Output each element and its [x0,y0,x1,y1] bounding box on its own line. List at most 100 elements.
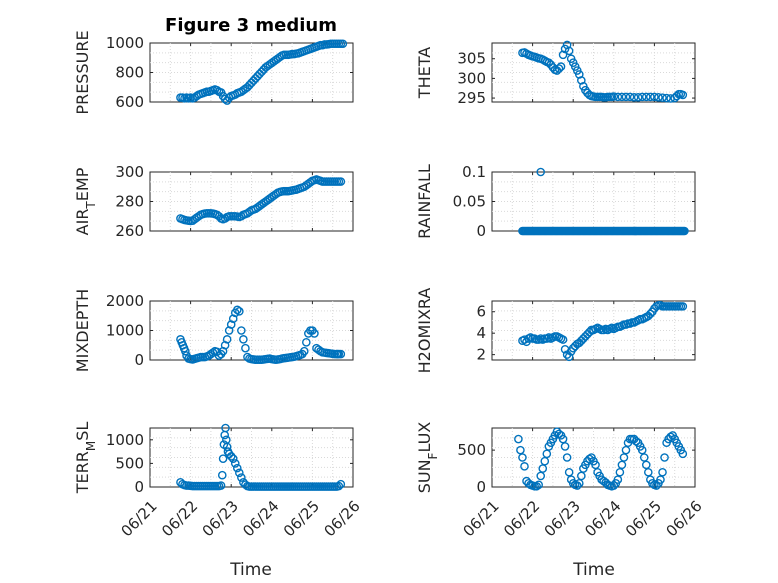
data-point [217,470,227,480]
data-point [239,335,248,344]
y-tick-label: 500 [115,454,144,472]
data-markers [176,175,346,226]
data-point [216,481,226,490]
x-tick-label: 06/23 [541,497,584,540]
data-point [232,463,242,473]
data-point [514,434,523,444]
data-point [609,481,619,490]
x-tick-label: 06/22 [158,497,201,540]
data-point [218,346,228,356]
data-point [633,92,643,102]
y-tick-label: 300 [115,163,144,181]
y-tick-label: 0.1 [462,163,486,181]
data-point [577,76,586,85]
data-point [558,335,568,344]
y-axis-label: THETA [415,47,434,99]
y-tick-label: 295 [457,89,486,107]
y-tick-label: 600 [115,93,144,111]
data-point [654,92,663,102]
data-point [302,337,311,347]
data-point [336,479,346,489]
y-axis-label: H2OMIXRA [415,288,434,374]
x-tick-label: 06/23 [199,497,242,540]
data-point [218,454,228,463]
data-point [658,93,667,102]
data-point [224,326,234,335]
y-tick-label: 6 [476,303,486,321]
data-point [338,39,348,49]
data-point [554,64,564,73]
data-point [621,92,631,102]
data-markers [514,427,688,491]
x-axis-label-left: Time [229,560,272,580]
y-tick-label: 280 [115,193,144,211]
data-point [650,92,659,102]
x-tick-label: 06/25 [280,497,323,540]
y-axis-label: MIXDEPTH [73,289,92,372]
data-markers [176,305,346,365]
y-tick-label: 0 [134,478,144,496]
y-tick-label: 0 [476,478,486,496]
data-point [646,309,655,319]
x-tick-label: 06/26 [320,497,363,540]
data-point [560,442,570,451]
data-markers [518,40,688,103]
y-tick-label: 800 [115,64,144,82]
data-point [572,481,582,490]
data-point [237,473,246,482]
y-tick-label: 0 [476,222,486,240]
data-point [222,335,232,344]
data-point [228,314,238,324]
data-point [232,305,242,315]
data-point [562,453,572,462]
subplot-rainfall: 0 0.05 0.1 RAINFALL [415,163,696,240]
subplot-h2omixra: 2 4 6 H2OMIXRA [415,288,696,374]
data-point [336,349,346,359]
y-tick-label: 1000 [106,34,144,52]
y-tick-label: 500 [457,441,486,459]
data-point [662,93,671,103]
data-point [230,459,240,468]
data-point [646,92,655,102]
x-tick-label: 06/25 [622,497,665,540]
data-point [235,468,244,478]
data-point [226,452,236,461]
y-tick-label: 1000 [106,431,144,449]
data-markers [518,167,689,236]
data-point [310,329,319,338]
data-markers [176,423,346,491]
data-point [241,343,250,353]
data-point [609,92,619,101]
subplot-air-temp: 260 280 300 AIRTEMP [73,163,354,240]
data-point [237,326,246,335]
x-tick-label: 06/21 [459,497,502,540]
data-point [554,429,564,439]
data-point [574,70,584,79]
subplot-pressure: 600 800 1000 PRESSURE [73,30,354,115]
data-point [556,62,566,71]
data-point [564,46,574,56]
data-point [678,302,688,311]
data-point [334,481,344,491]
data-point [625,92,635,102]
data-point [532,481,541,491]
data-markers [176,39,348,105]
y-tick-label: 0 [134,351,144,369]
data-point [613,92,623,102]
data-point [226,320,236,329]
data-point [641,92,651,102]
y-axis-label: SUNFLUX [415,422,440,494]
data-point [520,462,529,471]
data-point [536,167,546,177]
subplot-mixdepth: 0 1000 2000 MIXDEPTH [73,289,354,372]
y-axis-label: AIRTEMP [73,167,98,235]
y-tick-label: 2000 [106,292,144,310]
data-point [235,307,244,316]
y-tick-label: 0.05 [453,193,486,211]
data-point [678,449,688,459]
y-tick-label: 1000 [106,322,144,340]
x-tick-label: 06/26 [662,497,705,540]
y-axis-label: PRESSURE [73,30,92,114]
